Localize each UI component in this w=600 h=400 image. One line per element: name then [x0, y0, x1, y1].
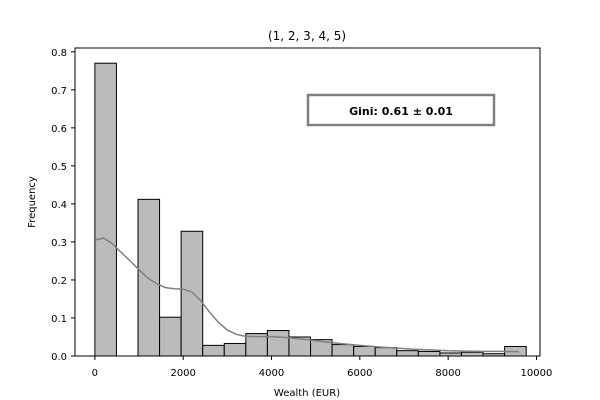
- y-tick-label: 0.4: [51, 200, 67, 211]
- chart-title: (1, 2, 3, 4, 5): [268, 29, 346, 43]
- y-tick-label: 0.5: [51, 162, 67, 173]
- x-tick-label: 0: [92, 368, 98, 379]
- kde-curve: [94, 237, 519, 353]
- y-tick-label: 0.2: [51, 276, 67, 287]
- histogram-bar-14: [396, 350, 419, 357]
- histogram-bars: [94, 62, 527, 357]
- x-axis-ticks: 0 2000 4000 6000 8000 10000: [92, 356, 553, 379]
- histogram-bar-12: [353, 345, 376, 357]
- histogram-bar-13: [374, 347, 398, 357]
- y-tick-label: 0.7: [51, 86, 67, 97]
- gini-annotation-box: [306, 93, 496, 127]
- histogram-bar-0: [94, 62, 117, 357]
- y-tick-label: 0.8: [51, 48, 67, 59]
- gini-annotation: Gini: 0.61 ± 0.01: [349, 105, 453, 118]
- x-tick-label: 10000: [521, 368, 553, 379]
- histogram-bar-2: [137, 198, 161, 357]
- y-tick-label: 0.0: [51, 352, 67, 363]
- x-axis-label: Wealth (EUR): [274, 388, 340, 399]
- histogram-bar-3: [159, 316, 182, 357]
- y-tick-label: 0.1: [51, 314, 67, 325]
- y-tick-label: 0.3: [51, 238, 67, 249]
- y-tick-label: 0.6: [51, 124, 67, 135]
- histogram-bar-17: [460, 351, 484, 357]
- y-axis-ticks: 0.0 0.1 0.2 0.3 0.4 0.5 0.6 0.7 0.8: [51, 48, 75, 363]
- y-axis-label: Frequency: [27, 176, 38, 228]
- x-tick-label: 2000: [170, 368, 195, 379]
- x-tick-label: 6000: [347, 368, 372, 379]
- histogram-bar-15: [417, 350, 441, 357]
- x-tick-label: 8000: [435, 368, 460, 379]
- histogram-bar-5: [202, 344, 225, 357]
- histogram-bar-6: [223, 342, 247, 357]
- x-tick-label: 4000: [259, 368, 284, 379]
- plot-frame: [74, 47, 541, 357]
- histogram-bar-4: [180, 230, 204, 357]
- histogram-bar-11: [331, 344, 355, 357]
- histogram-bar-8: [266, 330, 290, 357]
